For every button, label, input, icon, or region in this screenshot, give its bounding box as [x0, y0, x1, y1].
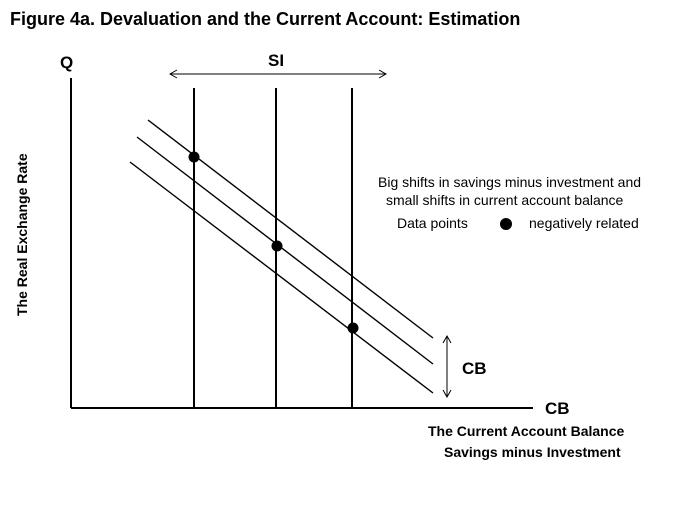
data-point-3: [347, 322, 359, 334]
cb-line-3: [129, 161, 434, 394]
annotation-data-points: Data points: [397, 215, 468, 231]
cb-arrowhead-top: [442, 334, 452, 344]
y-axis-top-label: Q: [60, 53, 73, 72]
annotation-line1: Big shifts in savings minus investment a…: [378, 174, 641, 190]
x-axis-end-label: CB: [545, 399, 570, 418]
figure-title: Figure 4a. Devaluation and the Current A…: [10, 9, 520, 29]
y-axis-label: The Real Exchange Rate: [14, 153, 30, 316]
annotation-negatively-related: negatively related: [529, 215, 639, 231]
x-axis-label-line2: Savings minus Investment: [444, 444, 621, 460]
x-axis-label-line1: The Current Account Balance: [428, 423, 625, 439]
si-label: SI: [268, 51, 284, 70]
si-arrowhead-left: [168, 69, 178, 79]
cb-shift-label: CB: [462, 359, 487, 378]
cb-arrowhead-bottom: [442, 389, 452, 399]
data-point-1: [188, 151, 200, 163]
legend-dot: [500, 218, 512, 230]
annotation-line2: small shifts in current account balance: [386, 192, 624, 208]
si-arrowhead-right: [378, 69, 388, 79]
cb-line-2: [136, 136, 434, 365]
data-point-2: [271, 240, 283, 252]
